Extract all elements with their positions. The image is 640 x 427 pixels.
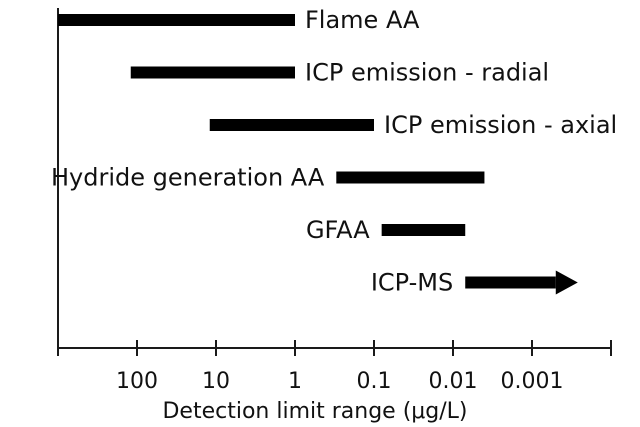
range-bar (465, 276, 556, 289)
x-tick-label: 10 (202, 369, 230, 394)
range-label: Flame AA (305, 6, 420, 34)
range-bar-arrowhead (555, 270, 578, 295)
x-axis-ticks: 100 10 1 0.1 0.01 0.001 (57, 340, 612, 394)
range-bar (130, 66, 295, 79)
x-tick-label: 0.1 (357, 369, 392, 394)
range-bar (58, 14, 295, 26)
range-label: Hydride generation AA (51, 164, 325, 192)
range-label: GFAA (306, 216, 370, 244)
x-tick-label: 0.001 (501, 369, 564, 394)
range-bar (336, 171, 485, 184)
x-tick-label: 100 (116, 369, 158, 394)
range-label: ICP emission - radial (305, 59, 549, 87)
range-bar (209, 119, 374, 131)
x-axis-title: Detection limit range (μg/L) (162, 399, 467, 424)
range-label: ICP-MS (371, 269, 453, 297)
x-tick-label: 1 (288, 369, 302, 394)
range-bars: Flame AA ICP emission - radial ICP emissio… (51, 6, 617, 297)
x-tick-label: 0.01 (429, 369, 478, 394)
range-bar (381, 224, 466, 236)
range-label: ICP emission - axial (384, 111, 617, 139)
